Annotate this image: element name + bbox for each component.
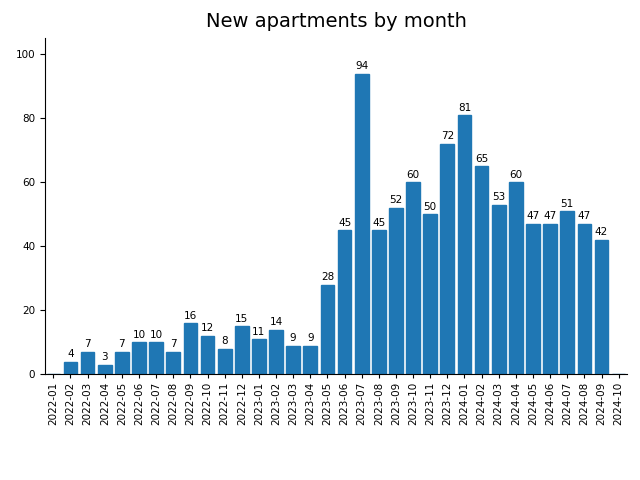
Bar <box>321 285 334 374</box>
Text: 53: 53 <box>492 192 506 202</box>
Text: 7: 7 <box>118 339 125 349</box>
Bar <box>372 230 386 374</box>
Text: 7: 7 <box>84 339 91 349</box>
Bar <box>166 352 180 374</box>
Bar <box>286 346 300 374</box>
Bar <box>81 352 95 374</box>
Bar <box>440 144 454 374</box>
Bar <box>201 336 214 374</box>
Text: 10: 10 <box>132 330 145 340</box>
Text: 60: 60 <box>406 170 420 180</box>
Text: 81: 81 <box>458 103 471 113</box>
Bar <box>218 349 232 374</box>
Text: 50: 50 <box>424 202 436 212</box>
Bar <box>98 365 111 374</box>
Bar <box>458 115 471 374</box>
Bar <box>526 224 540 374</box>
Text: 47: 47 <box>578 211 591 221</box>
Bar <box>492 205 506 374</box>
Title: New apartments by month: New apartments by month <box>205 12 467 31</box>
Bar <box>63 361 77 374</box>
Text: 9: 9 <box>290 333 296 343</box>
Bar <box>389 208 403 374</box>
Bar <box>561 211 574 374</box>
Text: 72: 72 <box>441 132 454 142</box>
Text: 45: 45 <box>338 218 351 228</box>
Text: 14: 14 <box>269 317 283 327</box>
Text: 28: 28 <box>321 272 334 282</box>
Text: 7: 7 <box>170 339 177 349</box>
Text: 16: 16 <box>184 311 197 321</box>
Bar <box>303 346 317 374</box>
Bar <box>338 230 351 374</box>
Text: 47: 47 <box>526 211 540 221</box>
Text: 65: 65 <box>475 154 488 164</box>
Text: 52: 52 <box>389 195 403 205</box>
Bar <box>543 224 557 374</box>
Bar <box>132 342 146 374</box>
Bar <box>235 326 249 374</box>
Bar <box>355 73 369 374</box>
Text: 94: 94 <box>355 61 368 71</box>
Bar <box>115 352 129 374</box>
Text: 9: 9 <box>307 333 314 343</box>
Text: 47: 47 <box>543 211 557 221</box>
Bar <box>595 240 609 374</box>
Bar <box>475 167 488 374</box>
Bar <box>577 224 591 374</box>
Bar <box>149 342 163 374</box>
Text: 15: 15 <box>235 314 248 324</box>
Text: 60: 60 <box>509 170 522 180</box>
Bar <box>252 339 266 374</box>
Text: 10: 10 <box>150 330 163 340</box>
Text: 51: 51 <box>561 199 574 209</box>
Text: 42: 42 <box>595 228 608 238</box>
Bar <box>509 182 523 374</box>
Text: 4: 4 <box>67 349 74 359</box>
Bar <box>424 215 437 374</box>
Bar <box>406 182 420 374</box>
Text: 3: 3 <box>102 352 108 362</box>
Text: 45: 45 <box>372 218 385 228</box>
Bar <box>184 323 197 374</box>
Text: 12: 12 <box>201 324 214 334</box>
Bar <box>269 330 283 374</box>
Text: 8: 8 <box>221 336 228 346</box>
Text: 11: 11 <box>252 326 266 336</box>
